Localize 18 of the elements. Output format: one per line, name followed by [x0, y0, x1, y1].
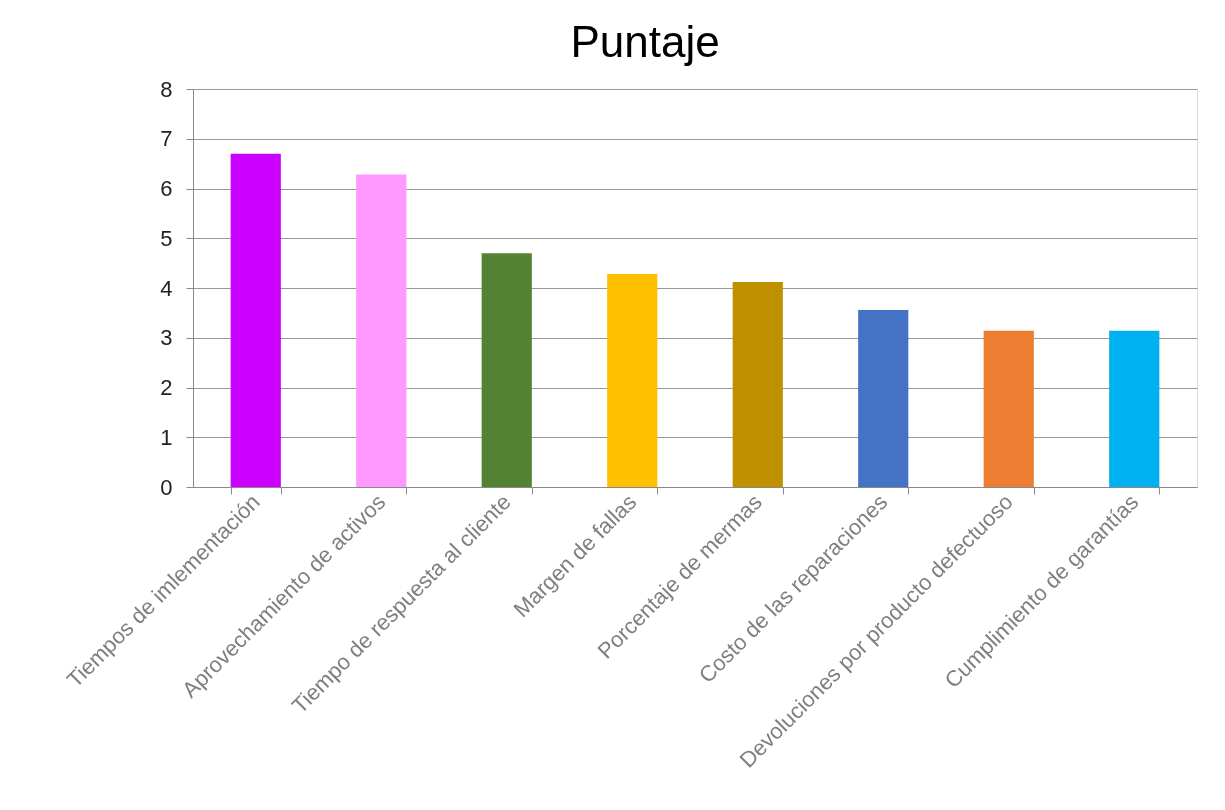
- y-tick-label: 6: [160, 176, 173, 201]
- bar: [983, 330, 1034, 487]
- chart-title: Puntaje: [570, 17, 720, 66]
- bar: [607, 274, 658, 487]
- bar: [230, 153, 281, 487]
- y-tick-label: 4: [160, 275, 173, 301]
- bar: [356, 174, 407, 487]
- y-tick-label: 7: [160, 126, 173, 152]
- bar: [732, 282, 783, 487]
- y-tick-label: 8: [160, 76, 173, 102]
- y-tick-label: 5: [160, 225, 173, 251]
- bar: [481, 253, 532, 487]
- bar: [858, 309, 909, 487]
- y-tick-label: 2: [160, 375, 173, 400]
- y-tick-label: 1: [160, 424, 173, 450]
- y-tick-label: 0: [160, 474, 173, 500]
- bar: [1109, 330, 1160, 487]
- y-tick-label: 3: [160, 325, 173, 351]
